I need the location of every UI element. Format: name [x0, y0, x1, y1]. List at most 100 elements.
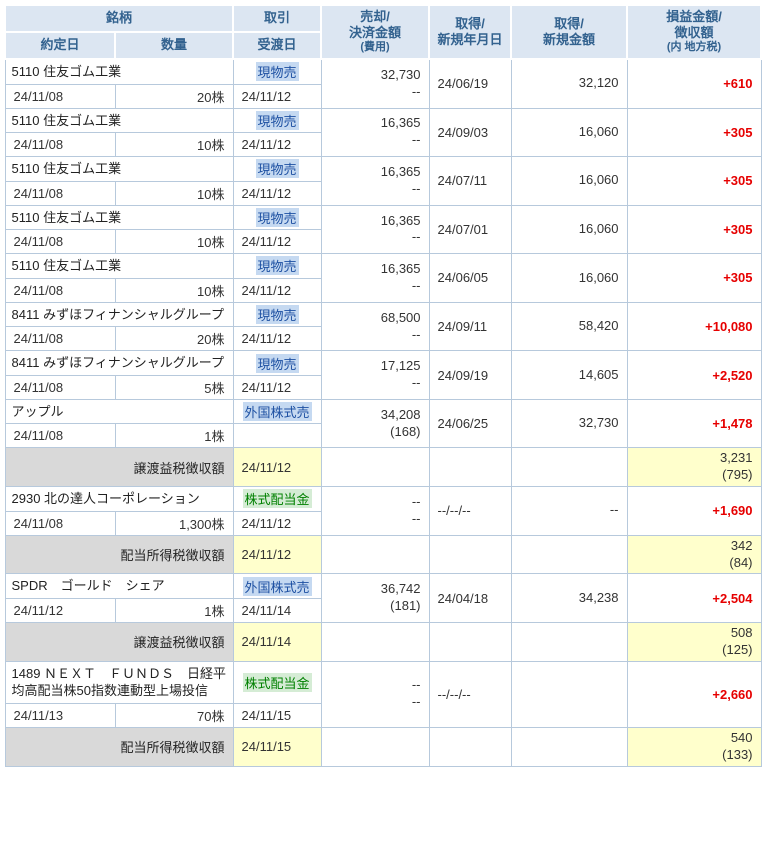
- quantity-cell: 20株: [114, 326, 234, 352]
- delivery-date-cell: 24/11/12: [232, 374, 322, 400]
- stock-name-cell: 5110 住友ゴム工業: [4, 156, 234, 182]
- col-header-sale-amount: 売却/ 決済金額 (費用): [320, 4, 431, 60]
- stock-name-cell: アップル: [4, 398, 234, 425]
- sale-amount-cell: 16,365 --: [320, 204, 430, 255]
- contract-date-cell: 24/11/08: [4, 180, 116, 206]
- trade-row-main: 5110 住友ゴム工業 現物売 32,730 -- 24/06/19 32,120 +610: [4, 58, 762, 109]
- trade-type-badge: 現物売: [255, 110, 299, 130]
- empty-cell: [510, 726, 628, 767]
- contract-date-cell: 24/11/08: [4, 132, 116, 158]
- trade-type-badge: 現物売: [255, 353, 299, 373]
- trade-type-cell: 現物売: [232, 204, 322, 231]
- contract-date-cell: 24/11/08: [4, 510, 116, 536]
- acquisition-date-cell: --/--/--: [428, 486, 512, 536]
- acquisition-date-cell: 24/07/11: [428, 156, 512, 206]
- trade-row-detail: 24/11/08 1,300株 24/11/12: [4, 510, 761, 536]
- trade-type-badge: 現物売: [255, 305, 299, 324]
- trade-row-detail: 24/11/08 10株 24/11/12: [4, 229, 761, 255]
- col-header-delivery-date: 受渡日: [232, 31, 323, 60]
- header-row-2: 約定日 数量 受渡日: [4, 31, 761, 60]
- col-header-acq-date-line2: 新規年月日: [437, 32, 503, 47]
- trade-row-detail: 24/11/08 5株 24/11/12: [4, 374, 761, 400]
- empty-cell: [428, 447, 512, 488]
- contract-date-cell: 24/11/08: [4, 277, 116, 303]
- trade-row-detail: 24/11/12 1株 24/11/14: [4, 598, 761, 624]
- stock-name-cell: 5110 住友ゴム工業: [4, 58, 234, 85]
- empty-cell: [510, 447, 628, 488]
- profit-loss-cell: +2,504: [626, 573, 762, 624]
- tax-local-value: (125): [722, 641, 753, 657]
- stock-name-cell: 5110 住友ゴム工業: [4, 204, 234, 231]
- acquisition-amount-cell: 16,060: [510, 253, 628, 303]
- empty-cell: [320, 726, 430, 767]
- profit-loss-cell: +610: [626, 58, 762, 109]
- acquisition-amount-cell: [510, 660, 628, 728]
- tax-local-value: (133): [722, 746, 753, 762]
- acquisition-amount-cell: 16,060: [510, 156, 628, 206]
- col-header-acq-amount-line1: 取得/: [554, 15, 584, 31]
- quantity-cell: 10株: [114, 132, 234, 158]
- table-header: 銘柄 取引 売却/ 決済金額 (費用) 取得/ 新規年月日 取得/ 新規金額 損…: [3, 4, 763, 60]
- contract-date-cell: 24/11/08: [4, 229, 116, 255]
- sale-amount-cell: 16,365 --: [320, 107, 430, 158]
- trade-type-cell: 株式配当金: [232, 660, 322, 704]
- sale-amount-value: 32,730: [380, 66, 421, 82]
- profit-loss-cell: +10,080: [626, 301, 762, 352]
- sale-amount-value: 16,365: [380, 163, 421, 179]
- sale-amount-value: 17,125: [380, 358, 421, 374]
- sale-amount-cell: -- --: [320, 486, 430, 536]
- delivery-date-cell: [232, 423, 322, 449]
- sale-amount-cell: 36,742 (181): [320, 573, 430, 624]
- trade-row-main: 5110 住友ゴム工業 現物売 16,365 -- 24/06/05 16,060 +305: [4, 253, 762, 303]
- trade-type-badge: 現物売: [255, 62, 299, 82]
- tax-summary-row: 配当所得税徴収額 24/11/15 540 (133): [4, 726, 762, 767]
- empty-cell: [428, 622, 512, 662]
- trade-type-cell: 現物売: [232, 253, 322, 279]
- empty-cell: [510, 622, 628, 662]
- quantity-cell: 1株: [114, 598, 234, 624]
- quantity-cell: 10株: [114, 180, 234, 206]
- col-header-stock: 銘柄: [3, 4, 235, 33]
- col-header-sale-line3: (費用): [360, 41, 390, 54]
- trade-type-cell: 現物売: [232, 350, 322, 376]
- acquisition-amount-cell: 34,238: [510, 573, 628, 624]
- trade-row-main: SPDR ゴールド シェア 外国株式売 36,742 (181) 24/04/18 34,…: [4, 573, 762, 624]
- delivery-date-cell: 24/11/12: [232, 277, 322, 303]
- contract-date-cell: 24/11/08: [4, 83, 116, 109]
- tax-amount-value: 3,231: [719, 450, 753, 466]
- acquisition-date-cell: 24/06/25: [428, 398, 512, 449]
- acquisition-date-cell: --/--/--: [428, 660, 512, 728]
- delivery-date-cell: 24/11/12: [232, 510, 322, 536]
- sale-fee-value: --: [411, 180, 421, 196]
- trade-type-badge: 外国株式売: [242, 402, 312, 422]
- trade-type-cell: 現物売: [232, 107, 322, 134]
- empty-cell: [320, 534, 430, 575]
- trade-type-badge: 外国株式売: [242, 576, 312, 596]
- trade-type-badge: 現物売: [255, 207, 299, 227]
- profit-loss-cell: +2,660: [626, 660, 762, 728]
- tax-summary-delivery-date: 24/11/12: [232, 534, 322, 575]
- page: 銘柄 取引 売却/ 決済金額 (費用) 取得/ 新規年月日 取得/ 新規金額 損…: [3, 4, 763, 767]
- trade-type-cell: 現物売: [232, 156, 322, 182]
- sale-fee-value: --: [411, 326, 421, 342]
- trade-type-badge: 現物売: [255, 256, 299, 276]
- tax-summary-row: 譲渡益税徴収額 24/11/12 3,231 (795): [4, 447, 762, 488]
- sale-amount-cell: 16,365 --: [320, 253, 430, 303]
- sale-amount-cell: 17,125 --: [320, 350, 430, 400]
- acquisition-amount-cell: --: [510, 486, 628, 536]
- sale-fee-value: --: [411, 375, 421, 391]
- acquisition-amount-cell: 32,730: [510, 398, 628, 449]
- trade-row-detail: 24/11/08 10株 24/11/12: [4, 180, 761, 206]
- trade-type-cell: 外国株式売: [232, 398, 322, 425]
- trade-type-cell: 外国株式売: [232, 573, 322, 600]
- trade-row-main: アップル 外国株式売 34,208 (168) 24/06/25 32,730 +1,478: [4, 398, 762, 449]
- trade-row-main: 8411 みずほフィナンシャルグループ 現物売 17,125 -- 24/09/19 14…: [4, 350, 762, 400]
- col-header-acquisition-amount: 取得/ 新規金額: [510, 4, 629, 60]
- empty-cell: [320, 622, 430, 662]
- trade-row-main: 1489 ＮＥＸＴ ＦＵＮＤＳ 日経平均高配当株50指数連動型上場投信 株式配当金…: [4, 660, 762, 728]
- sale-amount-value: 68,500: [380, 309, 421, 325]
- profit-loss-cell: +305: [626, 156, 762, 206]
- trade-type-cell: 現物売: [232, 58, 322, 85]
- delivery-date-cell: 24/11/15: [232, 702, 322, 728]
- stock-name-cell: 5110 住友ゴム工業: [4, 107, 234, 134]
